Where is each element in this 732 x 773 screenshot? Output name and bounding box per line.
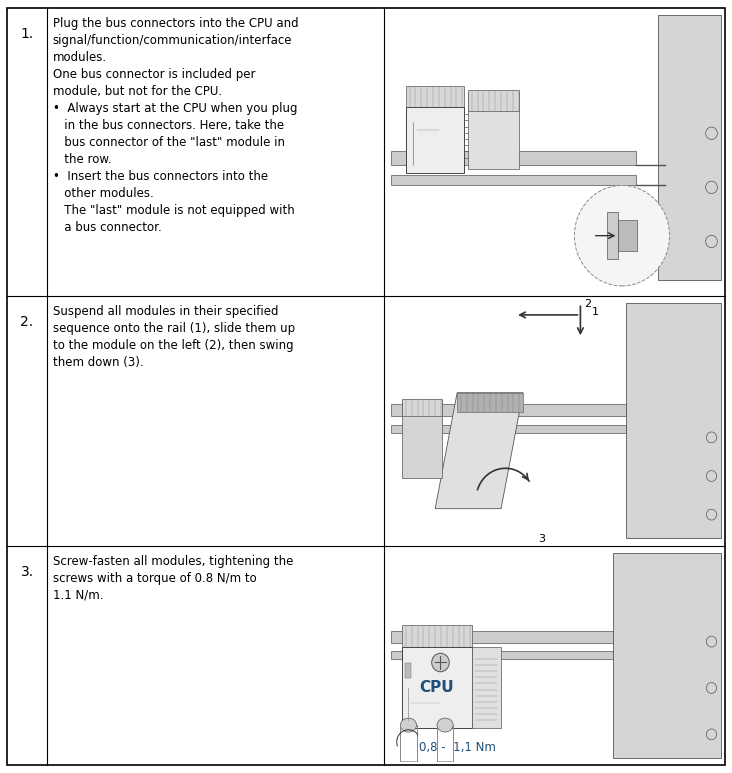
Text: Plug the bus connectors into the CPU and: Plug the bus connectors into the CPU and (53, 17, 298, 30)
Polygon shape (468, 90, 519, 111)
Circle shape (575, 186, 670, 286)
Text: module, but not for the CPU.: module, but not for the CPU. (53, 85, 222, 98)
FancyBboxPatch shape (406, 107, 464, 173)
Text: Screw-fasten all modules, tightening the: Screw-fasten all modules, tightening the (53, 555, 293, 568)
Polygon shape (391, 175, 636, 185)
Polygon shape (405, 663, 411, 678)
Circle shape (432, 653, 449, 672)
Text: a bus connector.: a bus connector. (53, 221, 161, 234)
Text: •  Always start at the CPU when you plug: • Always start at the CPU when you plug (53, 102, 297, 115)
Polygon shape (658, 15, 721, 280)
Text: 1: 1 (591, 307, 598, 317)
Polygon shape (391, 651, 626, 659)
FancyBboxPatch shape (402, 647, 471, 728)
Text: screws with a torque of 0.8 N/m to: screws with a torque of 0.8 N/m to (53, 572, 256, 585)
Polygon shape (391, 152, 636, 165)
Text: 2.: 2. (20, 315, 34, 329)
Polygon shape (402, 625, 471, 647)
Text: 3.: 3. (20, 565, 34, 579)
Text: signal/function/communication/interface: signal/function/communication/interface (53, 34, 292, 47)
Text: in the bus connectors. Here, take the: in the bus connectors. Here, take the (53, 119, 284, 132)
Polygon shape (613, 553, 721, 758)
Polygon shape (608, 213, 619, 259)
Text: Suspend all modules in their specified: Suspend all modules in their specified (53, 305, 278, 318)
Text: other modules.: other modules. (53, 187, 154, 200)
Polygon shape (391, 631, 626, 643)
Text: 0,8 -  1,1 Nm: 0,8 - 1,1 Nm (419, 741, 496, 754)
Polygon shape (457, 393, 523, 412)
Polygon shape (391, 425, 626, 433)
Polygon shape (402, 399, 442, 416)
Text: The "last" module is not equipped with: The "last" module is not equipped with (53, 204, 294, 217)
Polygon shape (626, 303, 721, 538)
Polygon shape (468, 92, 519, 169)
Polygon shape (471, 647, 501, 728)
Text: 3: 3 (538, 534, 545, 544)
Polygon shape (402, 400, 442, 478)
Polygon shape (435, 393, 523, 509)
Polygon shape (406, 86, 464, 107)
Polygon shape (391, 404, 626, 416)
Text: CPU: CPU (419, 680, 455, 695)
Text: One bus connector is included per: One bus connector is included per (53, 68, 255, 81)
Text: modules.: modules. (53, 51, 107, 64)
Text: sequence onto the rail (1), slide them up: sequence onto the rail (1), slide them u… (53, 322, 295, 335)
Text: the row.: the row. (53, 153, 111, 166)
Text: •  Insert the bus connectors into the: • Insert the bus connectors into the (53, 170, 268, 183)
Ellipse shape (437, 718, 453, 732)
Ellipse shape (400, 718, 417, 732)
Text: 2: 2 (584, 298, 591, 308)
Text: them down (3).: them down (3). (53, 356, 143, 369)
Polygon shape (619, 220, 637, 251)
Text: bus connector of the "last" module in: bus connector of the "last" module in (53, 136, 285, 149)
Text: 1.: 1. (20, 27, 34, 41)
Text: to the module on the left (2), then swing: to the module on the left (2), then swin… (53, 339, 294, 352)
Text: 1.1 N/m.: 1.1 N/m. (53, 589, 103, 602)
